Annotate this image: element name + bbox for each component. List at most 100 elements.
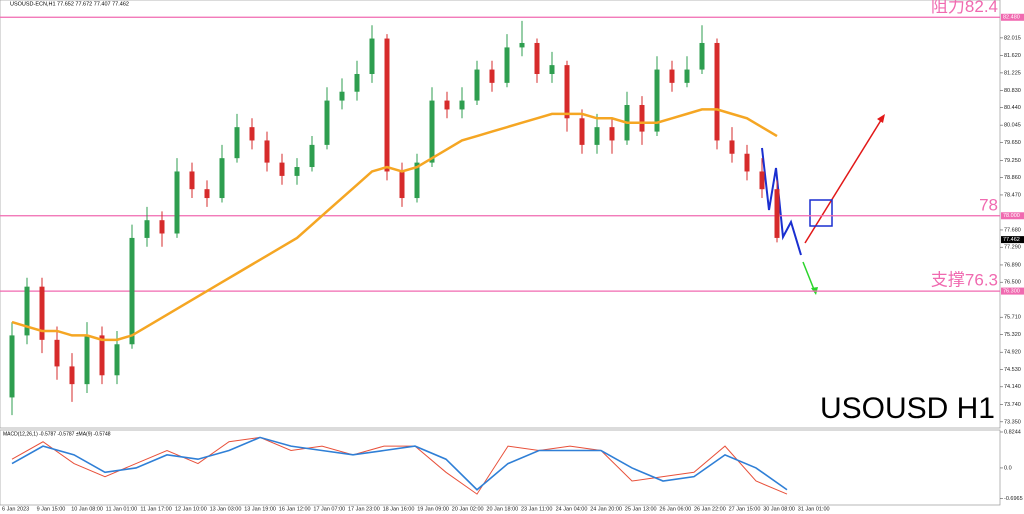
x-tick-label: 6 Jan 2023 — [2, 506, 29, 512]
candle-body — [414, 162, 420, 199]
y-tick-label: 76.500 — [1004, 280, 1021, 286]
y-tick-label: 76.890 — [1004, 262, 1021, 268]
x-tick-label: 24 Jan 04:00 — [556, 506, 588, 512]
candle-body — [534, 42, 540, 74]
level-note: 阻力82.4 — [931, 0, 998, 16]
y-tick-label: 81.620 — [1004, 53, 1021, 59]
candle-body — [474, 69, 480, 101]
y-tick-label: 74.530 — [1004, 367, 1021, 373]
level-tag — [1001, 13, 1024, 21]
candle-body — [384, 38, 390, 172]
y-tick-label: 78.860 — [1004, 175, 1021, 181]
candle-body — [654, 69, 660, 132]
candle-body — [144, 220, 150, 238]
candle-body — [219, 158, 225, 199]
y-tick-label: 74.920 — [1004, 350, 1021, 356]
candle-body — [549, 65, 555, 74]
candle-body — [189, 171, 195, 190]
x-tick-label: 16 Jan 12:00 — [279, 506, 311, 512]
candle-body — [39, 286, 45, 340]
candle-body — [699, 42, 705, 70]
level-tag-label: 82.480 — [1003, 15, 1020, 21]
x-tick-label: 23 Jan 11:00 — [521, 506, 552, 512]
candle-body — [279, 162, 285, 176]
x-tick-label: 30 Jan 08:00 — [763, 506, 795, 512]
chart-title: USOUSD H1 — [820, 392, 995, 425]
candle-body — [444, 100, 450, 110]
down-arrow — [802, 261, 816, 293]
candle-body — [174, 171, 180, 234]
header: USOUSD-ECN,H1 77.652 77.672 77.407 77.46… — [10, 1, 129, 7]
x-tick-label: 12 Jan 10:00 — [175, 506, 207, 512]
candle-body — [429, 100, 435, 163]
price-tag-label: 77.462 — [1003, 237, 1020, 243]
candle-body — [294, 167, 300, 176]
candle-body — [594, 127, 600, 145]
candle-body — [399, 171, 405, 199]
x-tick-label: 11 Jan 01:00 — [106, 506, 137, 512]
candle-body — [354, 73, 360, 92]
candle-body — [774, 189, 780, 238]
price-tag — [1001, 236, 1024, 244]
candle-body — [9, 335, 15, 398]
candle-body — [129, 237, 135, 345]
x-tick-label: 11 Jan 17:00 — [140, 506, 171, 512]
level-note: 支撑76.3 — [931, 271, 998, 290]
candle-body — [579, 118, 585, 145]
x-tick-label: 27 Jan 15:00 — [729, 506, 761, 512]
level-tag-label: 78.000 — [1003, 213, 1020, 219]
candle-body — [729, 140, 735, 154]
candle-body — [609, 127, 615, 141]
candle-body — [54, 339, 60, 367]
up-arrow — [804, 116, 884, 244]
macd-tick-label: 0.8244 — [1004, 429, 1021, 435]
y-tick-label: 79.250 — [1004, 158, 1021, 164]
candle-body — [249, 127, 255, 141]
macd-line — [11, 436, 788, 491]
x-tick-label: 13 Jan 03:00 — [210, 506, 242, 512]
x-tick-label: 10 Jan 08:00 — [71, 506, 103, 512]
macd-panel — [0, 429, 1001, 506]
candle-body — [504, 47, 510, 83]
y-tick-label: 75.320 — [1004, 332, 1021, 338]
macd-label: MACD(12,26,1) -0.5787 -0.5787 ±MA(9) -0.… — [3, 431, 111, 437]
candle-body — [639, 105, 645, 132]
candle-body — [159, 220, 165, 234]
macd-tick-label: 0.0 — [1004, 465, 1012, 471]
candle-body — [759, 171, 765, 190]
level-tag-label: 76.300 — [1003, 289, 1020, 295]
candle-body — [204, 189, 210, 199]
candle-body — [684, 69, 690, 83]
candle-body — [84, 335, 90, 385]
y-tick-label: 74.140 — [1004, 384, 1021, 390]
x-tick-label: 26 Jan 22:00 — [694, 506, 726, 512]
up-arrow-head — [877, 114, 885, 123]
candle-body — [564, 65, 570, 119]
y-tick-label: 79.650 — [1004, 140, 1021, 146]
candle-body — [459, 100, 465, 110]
level-note: 78 — [979, 195, 998, 214]
x-tick-label: 31 Jan 01:00 — [798, 506, 830, 512]
y-tick-label: 78.470 — [1004, 192, 1021, 198]
x-tick-label: 20 Jan 18:00 — [486, 506, 518, 512]
x-tick-label: 17 Jan 23:00 — [348, 506, 380, 512]
y-tick-label: 73.350 — [1004, 419, 1021, 425]
candle-body — [519, 42, 525, 48]
x-tick-label: 24 Jan 20:00 — [590, 506, 622, 512]
y-tick-label: 80.440 — [1004, 105, 1021, 111]
y-tick-label: 80.830 — [1004, 88, 1021, 94]
entry-box — [809, 199, 833, 227]
y-tick-label: 80.045 — [1004, 123, 1021, 129]
candle-body — [669, 69, 675, 83]
macd-tick-label: -0.6965 — [1004, 496, 1023, 502]
level-tag — [1001, 287, 1024, 295]
x-tick-label: 17 Jan 07:00 — [313, 506, 345, 512]
candle-body — [114, 344, 120, 376]
price-panel — [0, 0, 1001, 429]
candle-body — [339, 91, 345, 101]
macd-line — [11, 436, 788, 495]
x-tick-label: 26 Jan 06:00 — [659, 506, 691, 512]
x-tick-label: 9 Jan 15:00 — [37, 506, 66, 512]
candle-body — [324, 100, 330, 145]
candle-body — [309, 144, 315, 168]
